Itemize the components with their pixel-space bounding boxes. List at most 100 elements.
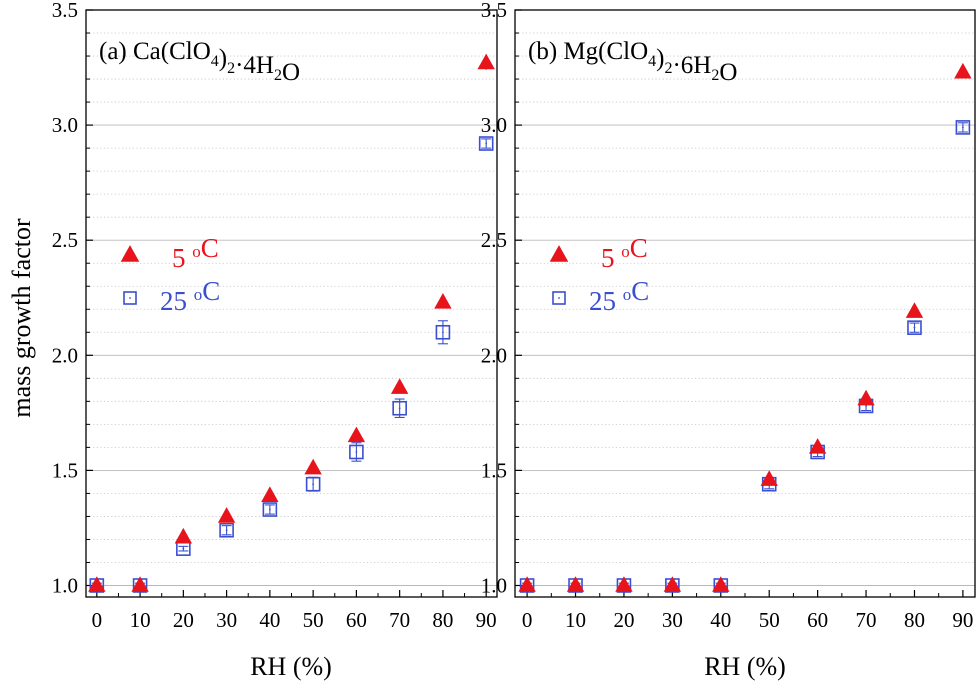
legend-label-25C: 25 oC — [589, 276, 649, 316]
point-25C — [907, 320, 922, 335]
title-text: ) — [219, 45, 227, 72]
y-tick-label: 1.0 — [52, 573, 78, 597]
panel-b: 1.0 1.5 2.0 2.5 3.0 3.5 0 10 20 30 40 50 60 70 80 90 (b)… — [481, 0, 976, 632]
x-tick-label: 80 — [432, 608, 453, 632]
legend-marker-25C-dot — [129, 297, 131, 299]
title-text: O — [282, 59, 300, 86]
point-5C — [261, 486, 279, 503]
x-tick-label: 60 — [807, 608, 828, 632]
x-tick-label: 50 — [759, 608, 780, 632]
point-5C — [857, 389, 875, 406]
legend-superscript: o — [623, 285, 632, 304]
x-tick-label: 40 — [710, 608, 731, 632]
y-tick-label: 1.5 — [52, 458, 78, 482]
x-axis-title-a: RH (%) — [250, 652, 332, 681]
point-25C-dot — [225, 529, 228, 532]
y-tick-label: 2.0 — [481, 343, 507, 367]
point-5C — [808, 438, 827, 454]
y-tick-label: 3.0 — [52, 113, 78, 137]
panel-title: (b) Mg(ClO4)2·6H2O — [528, 38, 737, 86]
point-25C-dot — [355, 451, 358, 453]
y-tick-label: 2.5 — [52, 228, 78, 252]
point-25C-dot — [312, 483, 315, 486]
panels: 1.01.52.02.53.03.50 10 20 30 40 50 60 70 80 90(a)… — [52, 0, 976, 632]
panel-a: 1.0 1.5 2.0 2.5 3.0 3.5 0 10 20 30 40 50 60 70 80 90 (a)… — [52, 0, 498, 632]
y-tick-label: 3.0 — [481, 113, 507, 137]
point-5C — [760, 470, 778, 486]
point-5C — [477, 53, 495, 70]
point-25C — [305, 476, 321, 492]
legend-marker-25C — [552, 291, 566, 305]
point-25C-dot — [961, 126, 964, 129]
point-5C — [434, 293, 452, 309]
legend-text: C — [631, 276, 649, 306]
legend-text: C — [202, 276, 220, 306]
point-25C-dot — [182, 547, 185, 550]
x-tick-label: 20 — [173, 608, 194, 632]
legend-text: C — [201, 233, 219, 263]
point-25C-dot — [913, 326, 916, 329]
y-tick-label: 1.5 — [481, 458, 507, 482]
x-tick-label: 70 — [389, 608, 410, 632]
x-tick-label: 60 — [346, 608, 367, 632]
x-tick-label: 10 — [565, 608, 586, 632]
point-5C — [566, 576, 585, 592]
point-25C — [349, 444, 364, 460]
y-tick-label: 3.5 — [52, 0, 78, 22]
y-tick-label: 3.5 — [481, 0, 507, 22]
point-5C — [88, 576, 106, 592]
x-tick-label: 80 — [904, 608, 925, 632]
title-subscript: 4 — [211, 53, 219, 70]
legend-label-25C: 25 oC — [160, 276, 220, 316]
x-axis-title-b: RH (%) — [704, 652, 786, 681]
title-subscript: 2 — [274, 67, 282, 84]
x-tick-label: 50 — [303, 608, 324, 632]
point-5C — [712, 576, 730, 592]
point-5C — [518, 576, 536, 592]
x-tick-label: 0 — [92, 608, 103, 632]
legend-text: 5 — [601, 243, 621, 273]
legend-text: 25 — [160, 286, 194, 316]
legend-marker-5C — [549, 245, 569, 262]
x-tick-label: 30 — [662, 608, 683, 632]
panel-title: (a) Ca(ClO4)2·4H2O — [99, 38, 300, 86]
x-tick-label: 20 — [613, 608, 634, 632]
x-tick-label: 90 — [476, 608, 497, 632]
point-5C — [131, 576, 149, 592]
plot-frame — [514, 9, 976, 598]
x-tick-label: 30 — [216, 608, 237, 632]
point-5C — [347, 426, 366, 443]
title-subscript: 2 — [227, 60, 235, 77]
x-tick-label: 0 — [522, 608, 533, 632]
title-subscript: 2 — [711, 67, 719, 84]
legend-text: 5 — [172, 243, 192, 273]
point-25C — [955, 120, 971, 135]
point-5C — [663, 576, 682, 592]
point-5C — [390, 378, 409, 394]
x-tick-label: 90 — [952, 608, 973, 632]
x-tick-label: 40 — [259, 608, 280, 632]
y-tick-label: 2.0 — [52, 343, 78, 367]
title-text: (a) Ca(ClO — [99, 38, 211, 65]
y-axis-title: mass growth factor — [7, 218, 36, 418]
legend-marker-25C — [123, 291, 137, 305]
title-text: ·6H — [672, 52, 711, 79]
legend-text: C — [630, 233, 648, 263]
point-5C — [905, 302, 924, 318]
title-subscript: 2 — [664, 60, 672, 77]
title-text: (b) Mg(ClO — [528, 38, 648, 65]
point-25C-dot — [268, 508, 271, 511]
legend-label-5C: 5 oC — [172, 233, 219, 273]
x-tick-label: 70 — [856, 608, 877, 632]
legend-superscript: o — [194, 285, 203, 304]
point-25C — [435, 324, 451, 340]
point-25C — [219, 522, 234, 538]
x-tick-label: 10 — [130, 608, 151, 632]
legend-text: 25 — [589, 286, 623, 316]
point-5C — [217, 507, 236, 523]
plot-frame — [85, 9, 498, 598]
point-5C — [174, 527, 193, 544]
title-text: ·4H — [235, 52, 274, 79]
point-25C — [262, 502, 278, 517]
